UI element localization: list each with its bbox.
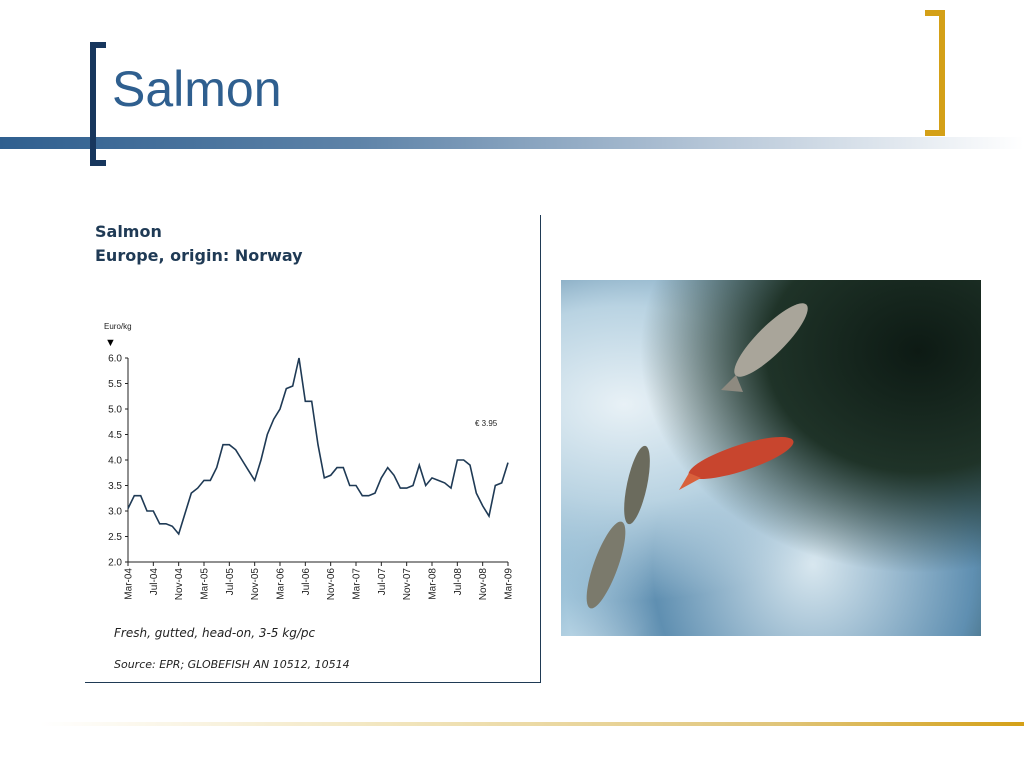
series-line bbox=[127, 357, 509, 536]
y-tick-label: 2.5 bbox=[108, 532, 122, 543]
footer-rule bbox=[40, 722, 1024, 726]
x-tick-label: Mar-07 bbox=[352, 568, 363, 600]
y-tick-label: 2.0 bbox=[108, 558, 122, 569]
y-tick-label: 6.0 bbox=[108, 354, 122, 365]
y-axis-arrow-icon: ▼ bbox=[105, 337, 116, 349]
chart-subtitle: Europe, origin: Norway bbox=[95, 246, 303, 265]
y-axis-label: Euro/kg bbox=[104, 322, 132, 331]
y-tick-label: 4.0 bbox=[108, 456, 122, 467]
x-tick-label: Mar-09 bbox=[504, 568, 515, 600]
y-tick-label: 4.5 bbox=[108, 430, 122, 441]
title-underline-bar bbox=[0, 137, 1024, 149]
x-tick-label: Mar-04 bbox=[124, 568, 135, 600]
x-tick-label: Mar-05 bbox=[200, 568, 211, 600]
y-tick-label: 5.5 bbox=[108, 379, 122, 390]
fish-shape bbox=[688, 436, 794, 480]
y-tick-label: 3.5 bbox=[108, 481, 122, 492]
x-tick-label: Nov-06 bbox=[326, 568, 337, 601]
x-tick-label: Nov-04 bbox=[174, 568, 185, 601]
line-chart: Euro/kg ▼ 6.0 5.5 5.0 4.5 4.0 3.5 3.0 2.5 2.0 Ma… bbox=[104, 322, 515, 601]
right-bracket-decoration bbox=[925, 10, 945, 136]
chart-source: Source: EPR; GLOBEFISH AN 10512, 10514 bbox=[114, 658, 350, 671]
left-bracket-decoration bbox=[90, 42, 106, 166]
x-tick-label: Jul-07 bbox=[377, 568, 388, 596]
x-tick-label: Nov-05 bbox=[250, 568, 261, 601]
fish-shape bbox=[734, 303, 808, 377]
fish-tail-shape bbox=[721, 375, 743, 392]
y-tick-label: 3.0 bbox=[108, 507, 122, 518]
y-tick-label: 5.0 bbox=[108, 405, 122, 416]
x-tick-label: Mar-08 bbox=[428, 568, 439, 600]
x-tick-label: Jul-06 bbox=[301, 568, 312, 596]
chart-footnote: Fresh, gutted, head-on, 3-5 kg/pc bbox=[114, 626, 316, 640]
x-tick-label: Mar-06 bbox=[276, 568, 287, 600]
fish-shape bbox=[624, 445, 650, 525]
chart-title: Salmon bbox=[95, 222, 162, 241]
x-tick-label: Jul-08 bbox=[453, 568, 464, 596]
x-tick-label: Nov-08 bbox=[478, 568, 489, 601]
slide-title: Salmon bbox=[112, 61, 282, 117]
chart-panel bbox=[85, 215, 541, 683]
fish-shape bbox=[586, 521, 626, 609]
latest-value-annotation: € 3.95 bbox=[475, 419, 498, 428]
x-tick-label: Jul-05 bbox=[225, 568, 236, 596]
salmon-leaping-photo bbox=[561, 280, 981, 636]
fish-tail-shape bbox=[679, 473, 701, 490]
x-tick-label: Jul-04 bbox=[149, 568, 160, 596]
x-tick-label: Nov-07 bbox=[402, 568, 413, 601]
